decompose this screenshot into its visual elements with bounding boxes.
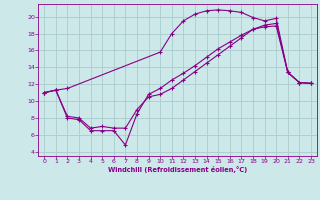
X-axis label: Windchill (Refroidissement éolien,°C): Windchill (Refroidissement éolien,°C) [108,166,247,173]
